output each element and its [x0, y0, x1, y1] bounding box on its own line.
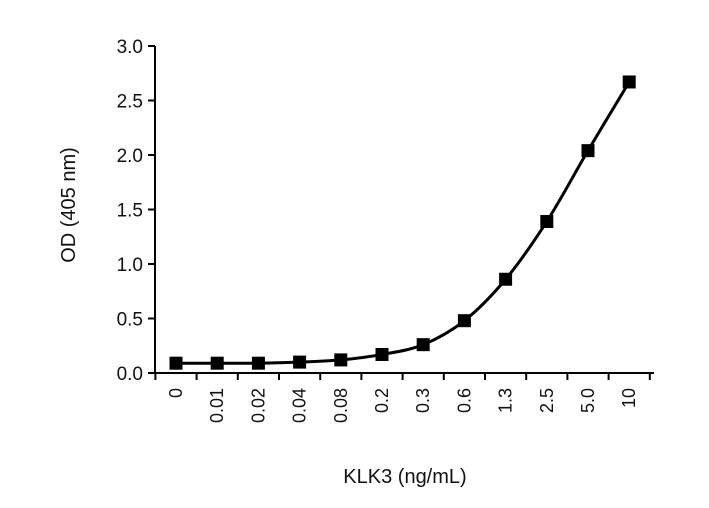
x-tick-label: 0.2 — [372, 388, 392, 413]
data-point-marker — [540, 214, 554, 228]
data-point-marker — [457, 314, 471, 328]
data-point-marker — [169, 356, 183, 370]
data-point-marker — [210, 356, 224, 370]
x-tick-label: 2.5 — [537, 388, 557, 413]
x-axis-title: KLK3 (ng/mL) — [343, 466, 466, 488]
data-point-marker — [499, 272, 513, 286]
x-tick-label: 0.3 — [413, 388, 433, 413]
x-tick-label: 0.04 — [290, 388, 310, 423]
data-point-marker — [251, 356, 265, 370]
y-tick-label: 2.0 — [117, 146, 143, 167]
y-tick-label: 3.0 — [117, 37, 143, 58]
y-tick-label: 1.0 — [117, 255, 143, 276]
x-tick-label: 0.08 — [331, 388, 351, 423]
series-line — [176, 81, 631, 365]
data-point-marker — [293, 355, 307, 369]
x-tick-label: 10 — [619, 388, 639, 408]
x-tick-label: 0.02 — [248, 388, 268, 423]
y-tick-label: 0.5 — [117, 310, 143, 331]
data-point-marker — [581, 144, 595, 158]
x-tick-label: 0 — [166, 388, 186, 398]
x-tick-label: 1.3 — [496, 388, 516, 413]
y-tick-label: 0.0 — [117, 364, 143, 385]
x-tick-label: 0.01 — [207, 388, 227, 423]
y-axis-title: OD (405 nm) — [58, 147, 80, 263]
data-point-marker — [622, 75, 636, 89]
y-tick-label: 2.5 — [117, 92, 143, 113]
data-point-marker — [375, 347, 389, 361]
x-tick-label: 5.0 — [578, 388, 598, 413]
x-axis-ticks: 0 0.01 0.02 0.04 0.08 0.2 0.3 0.6 1.3 2.5 5.0 10 — [154, 373, 651, 423]
data-point-marker — [334, 353, 348, 367]
x-tick-label: 0.6 — [454, 388, 474, 413]
y-axis-ticks: 0.0 0.5 1.0 1.5 2.0 2.5 3.0 — [117, 37, 155, 385]
data-point-marker — [416, 338, 430, 352]
series-markers — [169, 75, 636, 370]
y-tick-label: 1.5 — [117, 201, 143, 222]
